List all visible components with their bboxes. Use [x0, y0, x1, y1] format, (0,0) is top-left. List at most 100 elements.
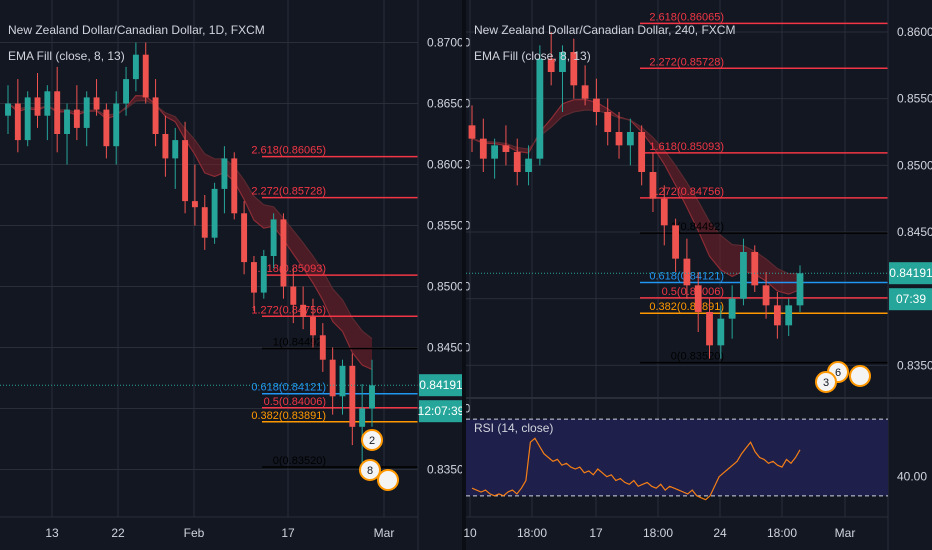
- candle-body: [762, 285, 770, 306]
- candle-body: [329, 359, 336, 397]
- right-time-axis[interactable]: 10 18:00 17 18:00 24 18:00 Mar: [463, 516, 888, 540]
- candle-body: [706, 312, 713, 346]
- right-chart-panel[interactable]: 2.618(0.86065) 2.272(0.85728) 1.618(0.8509…: [463, 0, 932, 550]
- event-badge[interactable]: [815, 371, 837, 393]
- time-tick-label: 22: [111, 526, 125, 540]
- candle-body: [751, 252, 759, 286]
- fib-level-label: 1(0.84492): [671, 221, 724, 233]
- candle-body: [740, 252, 747, 299]
- candle-body: [191, 201, 198, 208]
- last-price-value: 0.84191: [889, 266, 932, 280]
- ema-fill-band: [472, 99, 800, 295]
- event-badge[interactable]: [849, 365, 871, 387]
- right-indicator-label[interactable]: EMA Fill (close, 8, 13): [474, 49, 591, 63]
- price-tick-label: 0.85500: [427, 219, 471, 233]
- candle-body: [339, 365, 346, 397]
- rsi-label[interactable]: RSI (14, close): [474, 421, 553, 435]
- price-tick-label: 0.86000: [897, 25, 932, 39]
- last-price-tag: [419, 374, 463, 397]
- candle-body: [250, 262, 257, 293]
- fib-level-label: 2.618(0.86065): [251, 145, 326, 157]
- candle-body: [162, 134, 169, 159]
- event-badge[interactable]: [359, 459, 381, 481]
- candle-body: [54, 91, 61, 134]
- left-chart-panel[interactable]: 2.618(0.86065) 2.272(0.85728) 1.618(0.8509…: [0, 0, 471, 550]
- time-tick-label: Mar: [374, 526, 395, 540]
- candle-body: [44, 91, 51, 116]
- candle-body: [626, 132, 634, 146]
- price-tick-label: 0.84500: [427, 341, 471, 355]
- price-tick-label: 0.84500: [897, 225, 932, 239]
- price-tick-label: 0.85500: [897, 92, 932, 106]
- right-event-badges[interactable]: 63: [815, 361, 871, 393]
- candle-body: [593, 98, 600, 112]
- candle-body: [201, 207, 208, 238]
- candle-body: [14, 103, 21, 141]
- fib-level-label: 0.382(0.83891): [251, 410, 326, 422]
- candle-body: [717, 318, 725, 346]
- fib-level-label: 0.382(0.83891): [649, 301, 724, 313]
- left-grid: [0, 0, 418, 517]
- candle-body: [773, 305, 781, 326]
- right-fib-levels: 2.618(0.86065) 2.272(0.85728) 1.618(0.8509…: [640, 11, 888, 364]
- time-tick-label: 18:00: [517, 526, 547, 540]
- rsi-line: [471, 437, 801, 501]
- event-badge-count: 3: [823, 377, 829, 389]
- bar-countdown: 07:39: [896, 292, 926, 306]
- time-tick-label: 13: [45, 526, 59, 540]
- candle-body: [182, 140, 189, 202]
- candle-body: [369, 385, 375, 409]
- candle-body: [93, 97, 100, 110]
- candle-body: [5, 103, 11, 116]
- panel-divider[interactable]: [462, 0, 466, 550]
- left-indicator-label[interactable]: EMA Fill (close, 8, 13): [8, 49, 125, 63]
- candle-body: [525, 158, 532, 172]
- rsi-band-fill: [466, 419, 888, 496]
- fib-level-label: 0(0.83520): [671, 351, 724, 363]
- candle-body: [728, 298, 736, 319]
- candle-body: [570, 52, 578, 86]
- candle-body: [280, 219, 287, 287]
- fib-level-label: 1(0.84492): [273, 336, 326, 348]
- candle-body: [694, 285, 702, 312]
- event-badge[interactable]: [361, 429, 383, 451]
- candle-body: [491, 145, 499, 159]
- time-tick-label: Mar: [835, 526, 856, 540]
- countdown-tag: [419, 400, 463, 423]
- candle-body: [796, 273, 804, 306]
- left-candles: [5, 42, 375, 468]
- candle-body: [479, 138, 487, 159]
- candle-body: [683, 258, 691, 286]
- countdown-tag: [889, 288, 932, 311]
- time-tick-label: 10: [463, 526, 477, 540]
- ema-slow-line: [471, 109, 801, 275]
- candle-body: [638, 132, 646, 172]
- time-tick-label: 18:00: [767, 526, 797, 540]
- price-tick-label: 0.85000: [427, 280, 471, 294]
- price-tick-label: 0.85000: [897, 158, 932, 172]
- time-tick-label: 18:00: [643, 526, 673, 540]
- fib-level-label: 0(0.83520): [273, 455, 326, 467]
- candle-body: [649, 172, 657, 199]
- right-price-axis[interactable]: 0.860000.855000.850000.845000.840000.835…: [887, 0, 932, 550]
- left-time-axis[interactable]: 13 22 Feb 17 Mar: [0, 516, 418, 540]
- candle-body: [172, 140, 179, 159]
- candle-body: [615, 132, 623, 146]
- fib-level-label: 0.5(0.84006): [662, 286, 724, 298]
- left-price-axis[interactable]: 0.87000 0.86500 0.86000 0.85500 0.85000 0.845…: [417, 0, 471, 550]
- time-tick-label: 17: [589, 526, 603, 540]
- candle-body: [359, 408, 366, 427]
- bar-countdown: 12:07:39: [418, 404, 465, 418]
- candle-body: [547, 58, 555, 72]
- last-price-tag: [889, 262, 932, 285]
- candle-body: [270, 219, 277, 256]
- candle-body: [310, 317, 316, 336]
- candle-body: [502, 145, 510, 152]
- price-tick-label: 0.87000: [427, 36, 471, 50]
- fib-level-label: 1.272(0.84756): [251, 304, 326, 316]
- event-badge[interactable]: [377, 469, 399, 491]
- time-tick-label: 17: [281, 526, 295, 540]
- time-tick-label: 24: [713, 526, 727, 540]
- candle-body: [290, 286, 297, 305]
- left-event-badges[interactable]: 28: [359, 429, 399, 491]
